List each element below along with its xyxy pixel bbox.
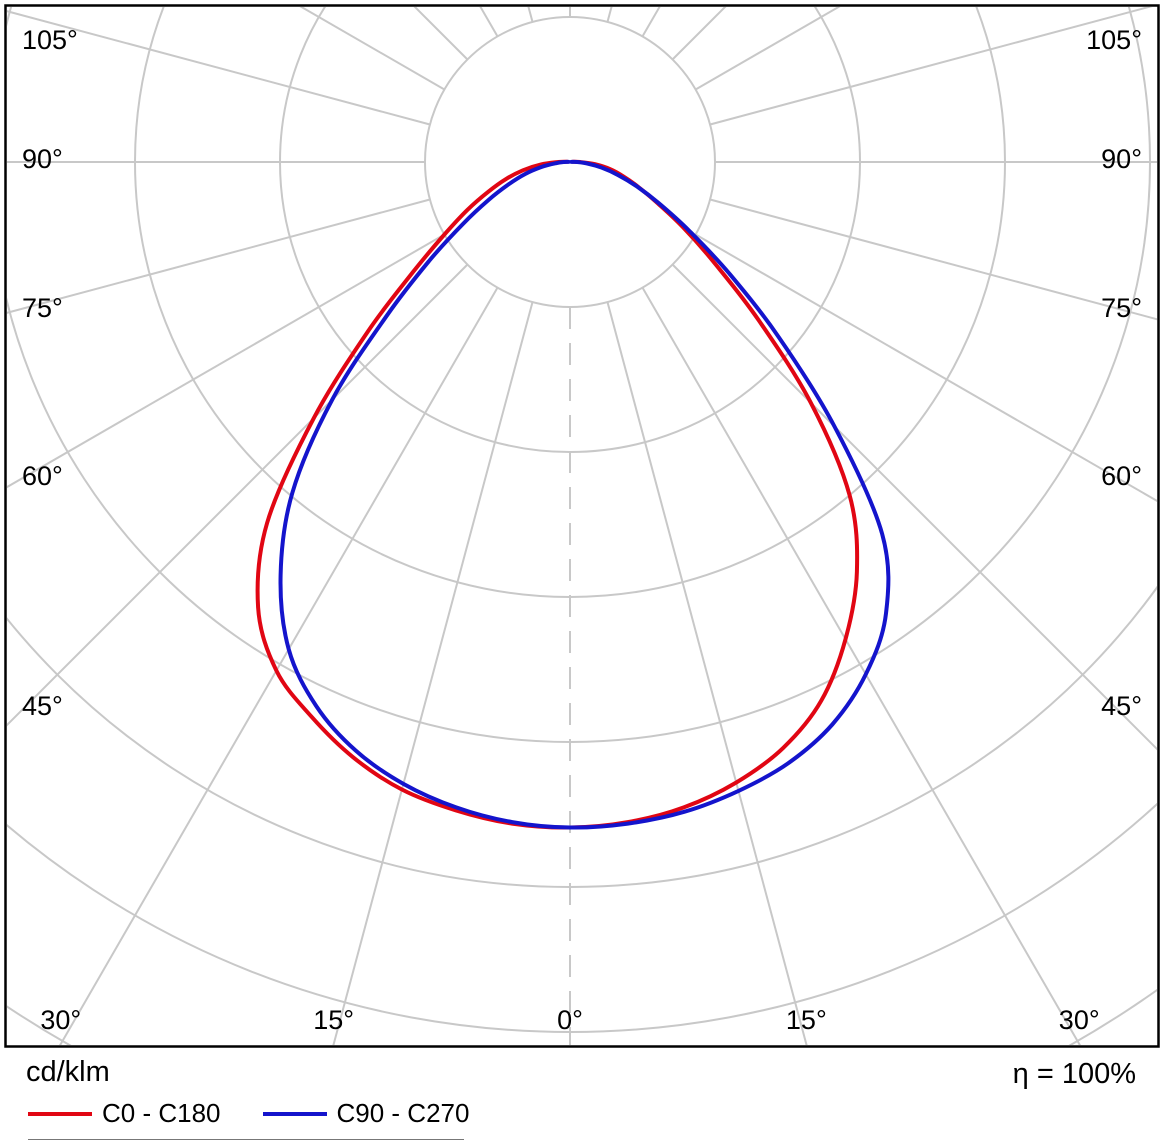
grid-ray (7, 263, 469, 727)
angle-label: 105° (22, 25, 78, 55)
grid-ring (7, 802, 1157, 1033)
angle-label: 105° (1086, 25, 1142, 55)
angle-label: 30° (1059, 1005, 1100, 1035)
angle-label: 75° (1101, 293, 1142, 323)
legend: C0 - C180 C90 - C270 (28, 1098, 469, 1140)
intensity-curves (255, 159, 891, 830)
grid-ray (332, 301, 534, 1045)
grid-ray (7, 10, 431, 126)
angle-label: 45° (22, 691, 63, 721)
angle-label: 60° (22, 461, 63, 491)
plot-border (4, 4, 1160, 1048)
angle-label: 0° (557, 1005, 583, 1035)
angle-label: 60° (1101, 461, 1142, 491)
efficiency-label: η = 100% (1012, 1058, 1136, 1090)
angle-label: 90° (1101, 144, 1142, 174)
legend-item-c90-c270: C90 - C270 (262, 1098, 470, 1129)
angle-label: 30° (40, 1005, 81, 1035)
angle-label: 15° (786, 1005, 827, 1035)
units-label: cd/klm (26, 1056, 110, 1088)
angle-label: 90° (22, 144, 63, 174)
angle-label: 15° (313, 1005, 354, 1035)
grid-ray (59, 287, 499, 1045)
legend-label-c0-c180: C0 - C180 (102, 1098, 221, 1128)
angle-label: 45° (1101, 691, 1142, 721)
grid-ray (7, 198, 431, 314)
grid-ray (695, 233, 1157, 503)
curve-c0-c180 (255, 159, 860, 830)
legend-swatch-c0-c180 (28, 1111, 92, 1116)
grid-ray (7, 233, 445, 489)
grid-ray (671, 263, 1157, 751)
legend-swatch-c90-c270 (262, 1111, 327, 1116)
legend-item-c0-c180: C0 - C180 (28, 1098, 221, 1129)
grid-ray (709, 7, 1153, 126)
grid-ray (641, 287, 1081, 1045)
angle-label: 75° (22, 293, 63, 323)
legend-label-c90-c270: C90 - C270 (336, 1098, 470, 1128)
grid-ray (606, 301, 808, 1045)
grid-ring (7, 585, 1157, 888)
grid-ring (7, 7, 1151, 743)
curve-c90-c270 (278, 159, 891, 830)
grid-ray (709, 198, 1157, 321)
